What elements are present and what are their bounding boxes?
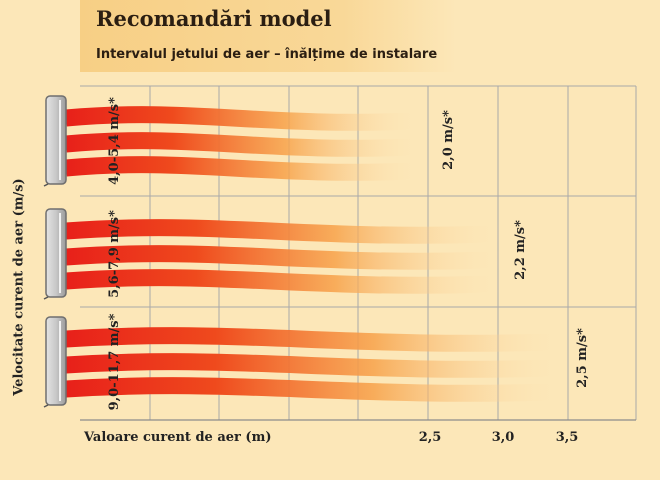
band-speed-range-label: 9,0-11,7 m/s* xyxy=(107,313,122,410)
air-jet-stream xyxy=(65,377,564,402)
air-curtain-unit-icon xyxy=(45,95,67,185)
band-terminal-velocity-label: 2,5 m/s* xyxy=(575,328,590,388)
air-jet-stream xyxy=(65,106,421,131)
x-tick-label: 2,5 xyxy=(418,430,442,445)
page-title: Recomandări model xyxy=(96,6,332,31)
air-jet-stream xyxy=(65,327,564,352)
band-labels: 4,0-5,4 m/s* 2,0 m/s* 5,6-7,9 m/s* 2,2 m/s*… xyxy=(107,97,590,411)
y-axis-label: Velocitate curent de aer (m/s) xyxy=(11,178,27,396)
air-curtain-unit-icon xyxy=(45,316,67,406)
x-axis-label: Valoare curent de aer (m) xyxy=(84,430,272,445)
air-curtain-units xyxy=(43,95,67,408)
air-jet-stream xyxy=(65,132,421,157)
x-tick-label: 3,5 xyxy=(555,430,579,445)
air-jet-stream xyxy=(65,245,501,270)
air-jet-stream xyxy=(65,353,564,378)
unit-bracket xyxy=(43,183,49,187)
page-subtitle: Intervalul jetului de aer – înălțime de … xyxy=(96,47,438,62)
band-terminal-velocity-label: 2,0 m/s* xyxy=(441,110,456,170)
band-terminal-velocity-label: 2,2 m/s* xyxy=(513,220,528,280)
air-jet-stream xyxy=(65,156,421,181)
band-speed-range-label: 4,0-5,4 m/s* xyxy=(107,97,122,185)
air-jet-stream xyxy=(65,219,501,244)
unit-bracket xyxy=(43,404,49,408)
unit-bracket xyxy=(43,296,49,300)
band-speed-range-label: 5,6-7,9 m/s* xyxy=(107,210,122,298)
air-jets xyxy=(65,106,564,402)
x-tick-label: 3,0 xyxy=(491,430,515,445)
header-box xyxy=(80,0,456,72)
air-curtain-unit-icon xyxy=(45,208,67,298)
air-jet-stream xyxy=(65,269,501,294)
